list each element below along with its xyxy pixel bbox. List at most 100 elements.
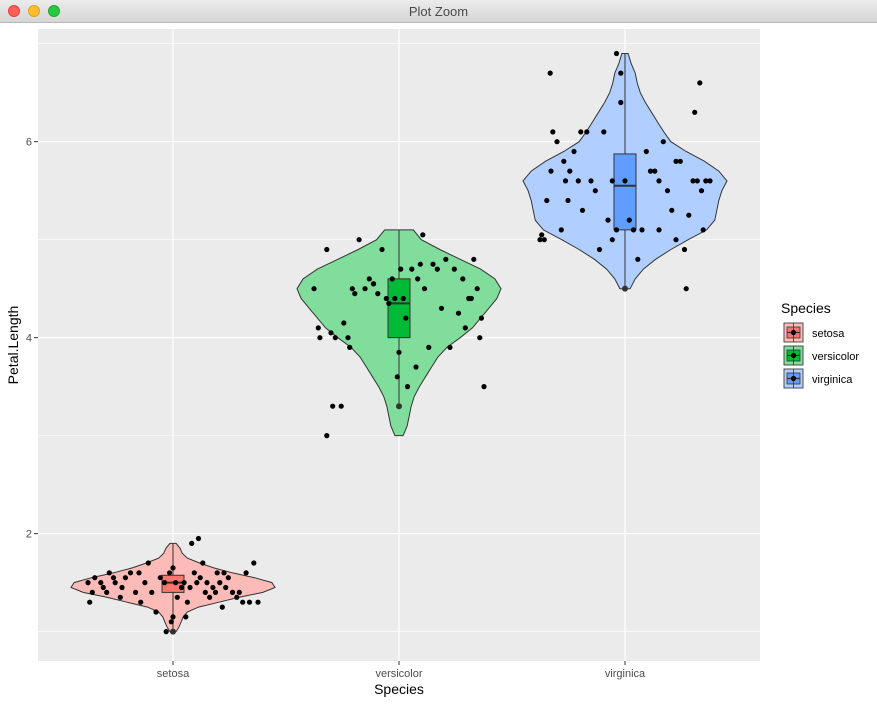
legend-label: setosa [812, 328, 845, 340]
data-point [352, 291, 358, 297]
data-point [204, 580, 210, 586]
data-point [184, 599, 190, 605]
data-point [613, 50, 620, 57]
data-point [639, 227, 645, 233]
data-point [438, 305, 445, 311]
minimize-icon[interactable] [28, 5, 40, 17]
data-point [200, 560, 206, 566]
data-point [398, 266, 404, 272]
data-point [328, 330, 334, 336]
data-point [537, 237, 543, 243]
data-point [700, 227, 706, 233]
data-point [403, 315, 409, 321]
data-point [647, 168, 654, 174]
data-point [417, 261, 423, 267]
data-point [92, 575, 98, 581]
data-point [243, 570, 249, 576]
data-point [571, 148, 577, 155]
data-point [548, 168, 554, 174]
y-tick-label: 2 [26, 529, 32, 541]
data-point [605, 217, 611, 223]
data-point [89, 589, 95, 596]
data-point [694, 178, 700, 184]
data-point [345, 335, 351, 341]
data-point [255, 599, 261, 605]
data-point [370, 281, 377, 287]
data-point [85, 580, 91, 586]
data-point [338, 403, 344, 409]
y-axis-label: Petal.Length [5, 306, 21, 385]
data-point [136, 570, 142, 576]
data-point [664, 188, 671, 194]
data-point [596, 246, 603, 253]
data-point [317, 335, 323, 341]
legend-point-glyph [790, 329, 797, 336]
data-point [477, 335, 483, 341]
data-point [251, 560, 257, 566]
data-point [404, 384, 411, 390]
data-point [221, 570, 227, 576]
data-point [455, 310, 462, 316]
data-point [558, 227, 564, 233]
data-point [87, 599, 93, 605]
data-point [630, 227, 637, 233]
data-point [609, 237, 615, 243]
y-tick-label: 6 [26, 137, 32, 149]
data-point [183, 614, 189, 620]
data-point [690, 178, 696, 184]
x-axis: setosa versicolor virginica [157, 661, 646, 680]
data-point [541, 237, 547, 243]
data-point [214, 570, 220, 576]
legend-label: versicolor [812, 351, 859, 363]
data-point [550, 129, 556, 135]
data-point [127, 570, 134, 576]
data-point [547, 70, 553, 76]
data-point [579, 207, 586, 213]
data-point [681, 246, 688, 253]
legend-item-virginica: virginica [783, 368, 853, 389]
data-point [430, 261, 436, 267]
data-point [315, 325, 321, 331]
data-point [356, 237, 362, 243]
title-bar[interactable]: Plot Zoom [0, 0, 877, 23]
data-point [181, 580, 187, 586]
y-tick-label: 4 [26, 333, 32, 345]
data-point [683, 286, 689, 292]
zoom-icon[interactable] [48, 5, 60, 17]
data-point [170, 614, 176, 620]
data-point [544, 197, 550, 204]
data-point [394, 374, 400, 380]
jitter-points [85, 50, 713, 635]
extreme-point [622, 285, 628, 292]
data-point [481, 384, 487, 390]
data-point [656, 178, 662, 184]
data-point [149, 589, 155, 596]
data-point [618, 99, 624, 106]
data-point [592, 188, 598, 194]
legend-label: virginica [812, 374, 853, 386]
data-point [332, 335, 338, 341]
data-point [471, 256, 477, 262]
data-point [643, 148, 649, 155]
data-point [415, 276, 421, 282]
data-point [400, 295, 406, 302]
x-tick-label: versicolor [375, 668, 422, 680]
data-point [194, 580, 200, 586]
extreme-point [396, 403, 402, 410]
data-point [420, 232, 426, 238]
data-point [197, 575, 203, 581]
data-point [697, 80, 703, 86]
data-point [189, 540, 195, 547]
data-point [157, 575, 163, 581]
data-point [145, 560, 151, 566]
data-point [383, 295, 389, 302]
data-point [106, 570, 112, 576]
data-point [561, 158, 567, 164]
data-point [219, 604, 225, 610]
data-point [409, 266, 415, 272]
data-point [349, 286, 355, 292]
y-axis: 2 4 6 [26, 137, 38, 541]
legend-title: Species [781, 300, 831, 316]
close-icon[interactable] [8, 5, 20, 17]
